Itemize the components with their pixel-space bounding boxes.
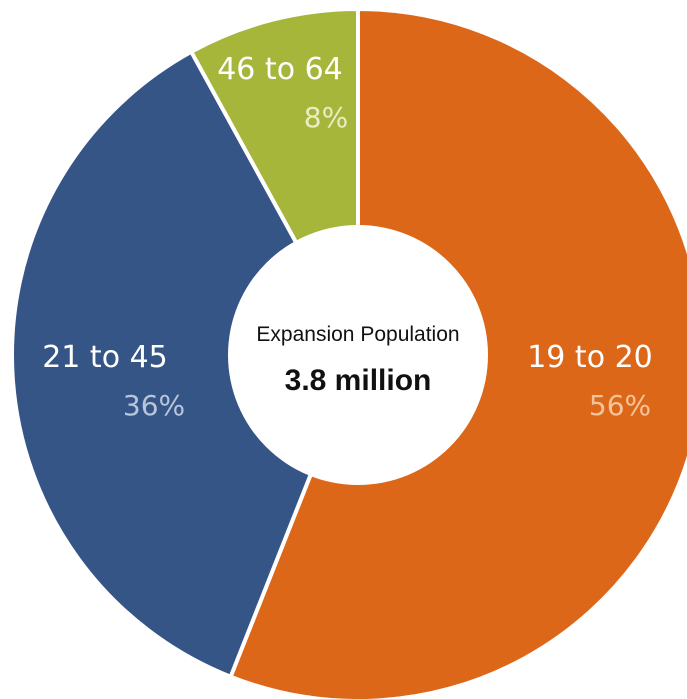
center-hole — [228, 225, 488, 485]
slice-label-19-to-20: 19 to 20 — [527, 340, 653, 375]
slice-pct-19-to-20: 56% — [589, 389, 651, 422]
labels-group: 19 to 20 56% 21 to 45 36% 46 to 64 8% — [42, 52, 653, 422]
slice-pct-21-to-45: 36% — [123, 389, 185, 422]
slice-label-21-to-45: 21 to 45 — [42, 340, 168, 375]
slice-pct-46-to-64: 8% — [304, 101, 348, 134]
slice-21-to-45 — [10, 49, 360, 679]
center-title: Expansion Population — [256, 323, 459, 346]
center-value: 3.8 million — [285, 364, 432, 397]
slice-label-46-to-64: 46 to 64 — [217, 52, 343, 87]
